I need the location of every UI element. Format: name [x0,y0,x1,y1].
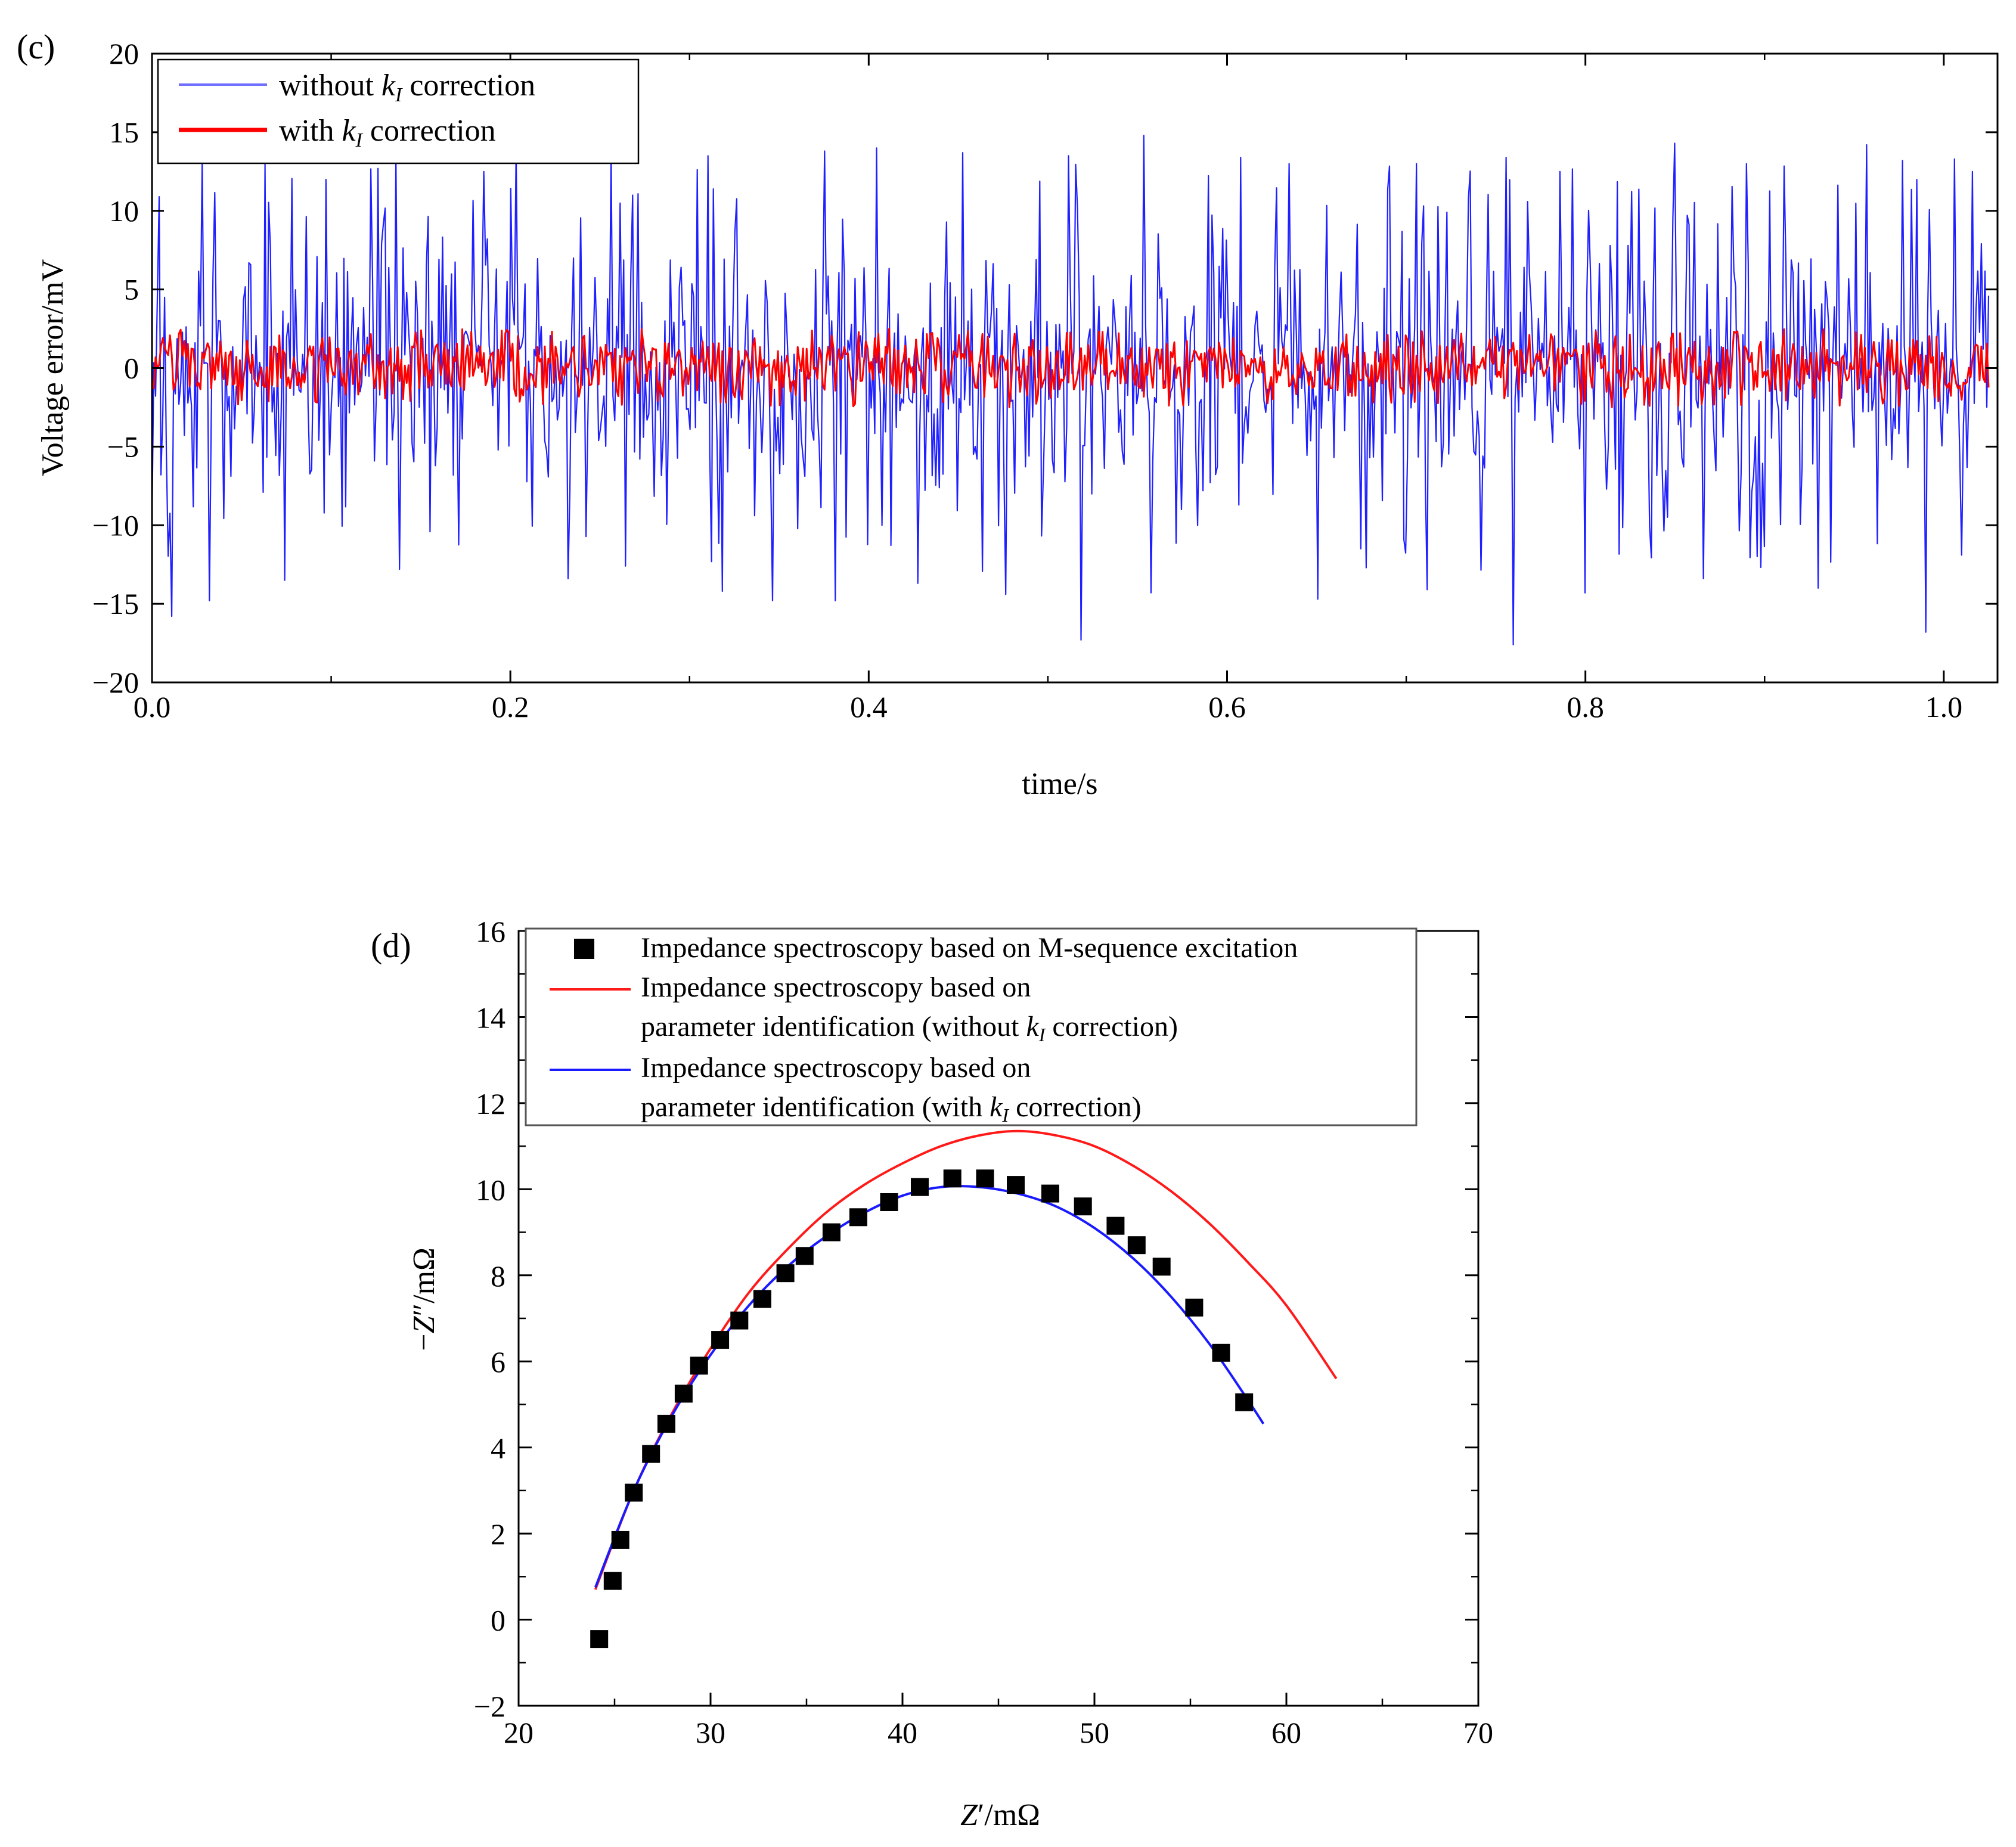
panel-d-y-tick-label: 4 [491,1432,505,1465]
panel-d-x-tick-label: 20 [504,1716,534,1749]
scatter-point-m-sequence [1041,1184,1059,1203]
scatter-point-m-sequence [753,1290,771,1308]
legend-marker-m-sequence [574,939,594,959]
panel-d-y-tick-label: 14 [476,1001,505,1034]
scatter-point-m-sequence [943,1169,962,1188]
scatter-point-m-sequence [795,1247,814,1265]
scatter-point-m-sequence [1235,1393,1254,1411]
panel-d-x-tick-label: 50 [1080,1716,1109,1749]
scatter-point-m-sequence [976,1169,994,1188]
panel-d-x-tick-label: 30 [696,1716,725,1749]
panel-c-y-tick-label: 20 [109,37,139,70]
series-curve-without-correction-d [594,1129,1338,1590]
panel-d-series-layer [590,1129,1338,1649]
scatter-point-m-sequence [1007,1176,1025,1194]
panel-d-legend: Impedance spectroscopy based on M-sequen… [525,927,1418,1126]
panel-c-label: (c) [17,27,55,66]
panel-c-y-tick-label: −5 [107,430,139,463]
panel-c-y-axis-title: Voltage error/mV [36,259,70,476]
panel-c-x-tick-label: 0.0 [134,690,171,724]
scatter-point-m-sequence [711,1331,730,1349]
panel-d-y-tick-label: 2 [491,1517,505,1551]
scatter-point-m-sequence [1106,1216,1125,1235]
panel-c-y-tick-label: −10 [92,508,139,542]
panel-d-x-tick-label: 60 [1271,1716,1301,1749]
legend-label-m-sequence: Impedance spectroscopy based on M-sequen… [641,932,1298,964]
panel-d: (d) 20 30 40 50 60 70 −2 0 2 4 6 8 10 12 14 16 Z′/mΩ −Z… [371,915,1493,1832]
scatter-point-m-sequence [776,1264,795,1283]
panel-d-x-axis-title: Z′/mΩ [960,1798,1040,1832]
panel-d-axes: 20 30 40 50 60 70 −2 0 2 4 6 8 10 12 14 16 [474,915,1493,1749]
panel-c-series-layer [151,135,1990,645]
panel-d-x-tick-label: 40 [888,1716,917,1749]
scatter-point-m-sequence [1212,1343,1230,1362]
panel-d-legend-box [525,927,1418,1126]
panel-d-y-tick-label: 0 [491,1604,505,1637]
legend-label-without-correction: without kI correction [279,69,535,106]
legend-label-with-correction-d-line2: parameter identification (with kI correc… [641,1091,1142,1126]
panel-c-y-tick-label: −20 [92,666,139,699]
scatter-point-m-sequence [849,1208,867,1227]
scatter-point-m-sequence [625,1483,643,1502]
scatter-point-m-sequence [1127,1236,1146,1255]
panel-c-y-tick-label: 10 [109,194,139,228]
scatter-point-m-sequence [1185,1298,1204,1317]
panel-d-y-tick-label: 12 [476,1087,505,1120]
legend-label-with-correction-d-line1: Impedance spectroscopy based on [641,1052,1031,1084]
scatter-point-m-sequence [911,1178,929,1196]
panel-c-y-tick-label: 5 [124,273,139,306]
panel-d-y-tick-label: −2 [474,1690,505,1723]
scatter-point-m-sequence [611,1531,629,1549]
scatter-point-m-sequence [1074,1197,1092,1216]
panel-d-y-axis-title: −Z″/mΩ [407,1247,441,1351]
scatter-point-m-sequence [880,1193,898,1211]
legend-label-without-correction-d-line1: Impedance spectroscopy based on [641,971,1031,1003]
panel-d-x-tick-label: 70 [1463,1716,1493,1749]
scatter-point-m-sequence [642,1445,660,1463]
scatter-point-m-sequence [674,1385,693,1403]
legend-label-with-correction: with kI correction [279,114,496,151]
scatter-point-m-sequence [657,1414,675,1433]
panel-c-legend: without kI correction with kI correction [157,58,640,164]
scatter-point-m-sequence [603,1572,622,1590]
panel-d-y-tick-label: 10 [476,1173,505,1206]
scatter-point-m-sequence [690,1356,708,1375]
scatter-point-m-sequence [730,1311,749,1330]
panel-d-y-tick-label: 16 [476,915,505,948]
panel-c-axes: 0.0 0.2 0.4 0.6 0.8 1.0 −20 −15 −10 −5 0 5 10 15 20 [92,37,1998,724]
series-line-with-correction [151,328,1990,408]
panel-d-label: (d) [371,926,411,965]
panel-c-x-tick-label: 0.2 [492,690,529,724]
scatter-point-m-sequence [590,1630,609,1649]
panel-c-x-tick-label: 0.4 [850,690,888,724]
panel-c-y-tick-label: 15 [109,116,139,149]
panel-c-x-axis-title: time/s [1022,767,1097,801]
panel-c: (c) 0.0 0.2 0.4 0.6 0.8 1.0 −20 −15 −10 −5 0 5 10 15 2… [17,27,1999,801]
legend-label-without-correction-d-line2: parameter identification (without kI cor… [641,1011,1178,1045]
series-curve-with-correction-d [594,1185,1265,1588]
panel-c-x-tick-label: 0.8 [1567,690,1604,724]
panel-c-x-tick-label: 0.6 [1208,690,1246,724]
panel-c-y-tick-label: −15 [92,587,139,620]
panel-c-x-tick-label: 1.0 [1925,690,1963,724]
panel-c-legend-box [157,58,640,164]
series-line-without-correction [151,135,1990,645]
panel-d-y-tick-label: 8 [491,1259,505,1293]
panel-c-y-tick-label: 0 [124,352,139,385]
panel-d-y-tick-label: 6 [491,1345,505,1379]
scatter-point-m-sequence [822,1223,840,1241]
scatter-point-m-sequence [1152,1258,1171,1276]
